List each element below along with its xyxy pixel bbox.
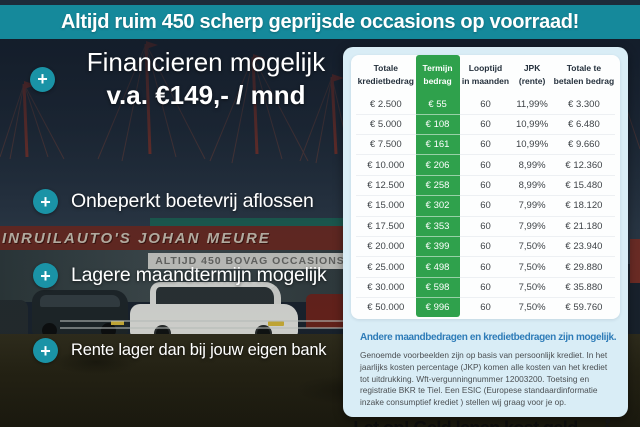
table-body: € 2.500 € 55 60 11,99% € 3.300 € 5.000 € 108 60… <box>356 94 615 318</box>
table-cell: € 7.500 <box>356 134 416 155</box>
table-cell: € 12.360 <box>552 154 615 176</box>
table-cell: 7,99% <box>511 215 553 237</box>
finance-table: Totale kredietbedrag Termijn bedrag Looptijd… <box>356 55 615 318</box>
column-header: Totale te betalen bedrag <box>553 63 615 87</box>
table-cell: 10,99% <box>511 113 553 135</box>
table-cell: 60 <box>459 154 512 176</box>
banner-text: Altijd ruim 450 scherp geprijsde occasio… <box>60 10 580 33</box>
table-cell: € 18.120 <box>552 195 615 217</box>
table-cell: € 3.300 <box>568 98 600 110</box>
credit-warning-text: Let op! Geld lenen kost geld <box>353 418 578 427</box>
table-header-row: Totale kredietbedrag Termijn bedrag Looptijd… <box>356 55 615 95</box>
column-header: Looptijd in maanden <box>461 63 510 87</box>
table-row: € 30.000 € 598 60 7,50% € 35.880 <box>356 276 615 298</box>
finance-card: Totale kredietbedrag Termijn bedrag Looptijd… <box>343 47 628 427</box>
table-cell: € 55 <box>415 94 460 115</box>
table-cell: 60 <box>459 174 512 196</box>
table-cell: € 258 <box>415 174 460 196</box>
table-cell: € 2.500 <box>369 98 402 110</box>
top-border-strip <box>0 0 640 5</box>
column-header: Termijn bedrag <box>415 55 460 95</box>
column-header: JPK (rente) <box>518 63 546 87</box>
table-cell: € 15.000 <box>356 195 416 217</box>
table-row: € 7.500 € 161 60 10,99% € 9.660 <box>356 134 615 155</box>
table-cell: 7,50% <box>511 235 553 257</box>
table-cell: € 5.000 <box>356 113 416 135</box>
table-cell: € 161 <box>415 134 460 155</box>
table-cell: 7,50% <box>511 297 553 318</box>
table-cell: € 20.000 <box>356 235 416 257</box>
table-cell: € 25.000 <box>356 256 416 278</box>
table-cell: € 17.500 <box>356 215 416 237</box>
top-banner: Altijd ruim 450 scherp geprijsde occasio… <box>0 5 640 39</box>
table-cell: 60 <box>459 113 512 135</box>
geld-lenen-kost-geld-icon: € <box>603 418 610 427</box>
table-cell: 7,50% <box>511 256 553 278</box>
table-cell: 11,99% <box>516 98 548 110</box>
table-row: € 10.000 € 206 60 8,99% € 12.360 <box>356 154 615 176</box>
table-cell: 7,99% <box>511 195 553 217</box>
table-cell: € 10.000 <box>356 154 416 176</box>
table-cell: 10,99% <box>511 134 553 155</box>
table-row: € 50.000 € 996 60 7,50% € 59.760 <box>356 297 615 318</box>
table-cell: € 353 <box>415 215 460 237</box>
credit-warning: Let op! Geld lenen kost geld € <box>351 417 620 427</box>
card-subheading: Andere maandbedragen en kredietbedragen … <box>360 332 617 344</box>
table-cell: 60 <box>459 235 512 257</box>
table-cell: € 15.480 <box>552 174 615 196</box>
table-cell: € 59.760 <box>552 297 615 318</box>
table-cell: 8,99% <box>511 154 553 176</box>
table-cell: 60 <box>459 215 512 237</box>
table-cell: € 996 <box>415 297 460 318</box>
table-row: € 15.000 € 302 60 7,99% € 18.120 <box>356 195 615 217</box>
table-cell: € 12.500 <box>356 174 416 196</box>
table-cell: 60 <box>480 98 491 110</box>
table-cell: € 498 <box>415 256 460 278</box>
table-row: € 5.000 € 108 60 10,99% € 6.480 <box>356 113 615 135</box>
card-disclaimer: Genoemde voorbeelden zijn op basis van p… <box>360 350 608 407</box>
table-cell: € 29.880 <box>552 256 615 278</box>
table-cell: € 598 <box>415 276 460 298</box>
table-cell: € 50.000 <box>356 297 416 318</box>
table-cell: 7,50% <box>511 276 553 298</box>
table-cell: € 399 <box>415 235 460 257</box>
table-cell: 8,99% <box>511 174 553 196</box>
table-row: € 20.000 € 399 60 7,50% € 23.940 <box>356 235 615 257</box>
table-cell: 60 <box>459 134 512 155</box>
column-header: Totale kredietbedrag <box>357 63 414 87</box>
table-cell: € 6.480 <box>552 113 615 135</box>
table-cell: € 206 <box>415 154 460 176</box>
table-cell: € 108 <box>415 113 460 135</box>
table-cell: € 21.180 <box>552 215 615 237</box>
table-row: € 17.500 € 353 60 7,99% € 21.180 <box>356 215 615 237</box>
table-cell: € 302 <box>415 195 460 217</box>
table-row: € 12.500 € 258 60 8,99% € 15.480 <box>356 174 615 196</box>
table-cell: 60 <box>459 297 512 318</box>
table-cell: € 9.660 <box>552 134 615 155</box>
table-row: € 25.000 € 498 60 7,50% € 29.880 <box>356 256 615 278</box>
finance-table-panel: Totale kredietbedrag Termijn bedrag Looptijd… <box>351 55 620 320</box>
table-cell: 60 <box>459 195 512 217</box>
table-cell: 60 <box>459 256 512 278</box>
table-cell: € 30.000 <box>356 276 416 298</box>
table-cell: € 23.940 <box>552 235 615 257</box>
table-cell: 60 <box>459 276 512 298</box>
table-cell: € 35.880 <box>552 276 615 298</box>
table-row: € 2.500 € 55 60 11,99% € 3.300 <box>356 94 615 115</box>
